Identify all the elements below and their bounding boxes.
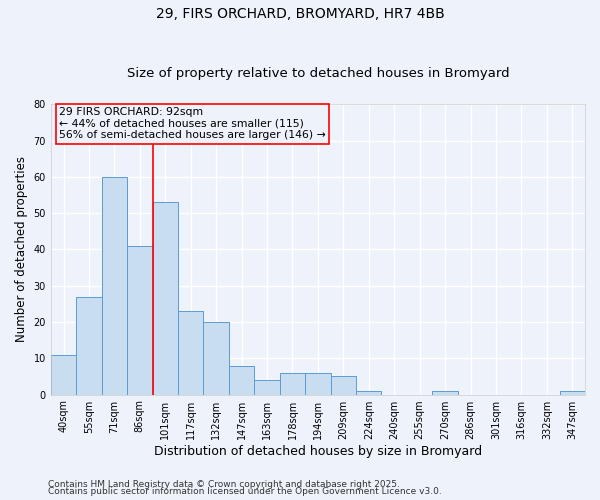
- Bar: [305, 373, 331, 394]
- Bar: [178, 311, 203, 394]
- X-axis label: Distribution of detached houses by size in Bromyard: Distribution of detached houses by size …: [154, 444, 482, 458]
- Bar: [356, 391, 382, 394]
- Bar: [331, 376, 356, 394]
- Text: Contains public sector information licensed under the Open Government Licence v3: Contains public sector information licen…: [48, 488, 442, 496]
- Text: 29 FIRS ORCHARD: 92sqm
← 44% of detached houses are smaller (115)
56% of semi-de: 29 FIRS ORCHARD: 92sqm ← 44% of detached…: [59, 107, 326, 140]
- Title: Size of property relative to detached houses in Bromyard: Size of property relative to detached ho…: [127, 66, 509, 80]
- Bar: [254, 380, 280, 394]
- Bar: [152, 202, 178, 394]
- Bar: [229, 366, 254, 394]
- Y-axis label: Number of detached properties: Number of detached properties: [15, 156, 28, 342]
- Bar: [560, 391, 585, 394]
- Bar: [203, 322, 229, 394]
- Bar: [280, 373, 305, 394]
- Text: 29, FIRS ORCHARD, BROMYARD, HR7 4BB: 29, FIRS ORCHARD, BROMYARD, HR7 4BB: [155, 8, 445, 22]
- Bar: [51, 354, 76, 395]
- Bar: [76, 296, 101, 394]
- Bar: [127, 246, 152, 394]
- Bar: [101, 177, 127, 394]
- Bar: [433, 391, 458, 394]
- Text: Contains HM Land Registry data © Crown copyright and database right 2025.: Contains HM Land Registry data © Crown c…: [48, 480, 400, 489]
